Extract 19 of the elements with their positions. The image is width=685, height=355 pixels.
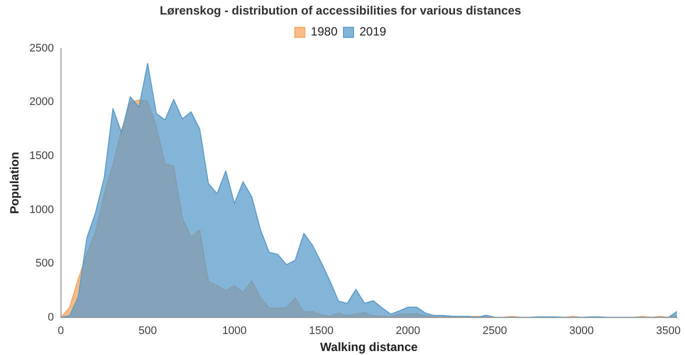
chart-title: Lørenskog - distribution of accessibilities for various distances xyxy=(160,4,522,18)
x-tick-label: 1000 xyxy=(222,325,247,338)
y-axis-title: Population xyxy=(8,152,22,214)
legend-label: 1980 xyxy=(310,24,338,39)
y-tick-label: 500 xyxy=(36,258,54,270)
legend-label: 2019 xyxy=(360,24,387,39)
y-tick-label: 2000 xyxy=(29,96,54,108)
x-tick-label: 2000 xyxy=(396,325,420,338)
x-axis-title: Walking distance xyxy=(320,340,418,354)
x-tick-label: 1500 xyxy=(308,325,334,338)
x-tick-label: 3500 xyxy=(656,325,681,338)
y-tick-label: 2500 xyxy=(29,42,54,54)
x-tick-label: 500 xyxy=(138,325,157,338)
x-tick-label: 0 xyxy=(58,325,64,338)
y-tick-label: 1000 xyxy=(29,204,54,216)
y-tick-label: 0 xyxy=(48,311,54,324)
x-tick-label: 2500 xyxy=(482,325,508,338)
x-tick-label: 3000 xyxy=(569,325,594,338)
y-tick-label: 1500 xyxy=(29,150,54,162)
